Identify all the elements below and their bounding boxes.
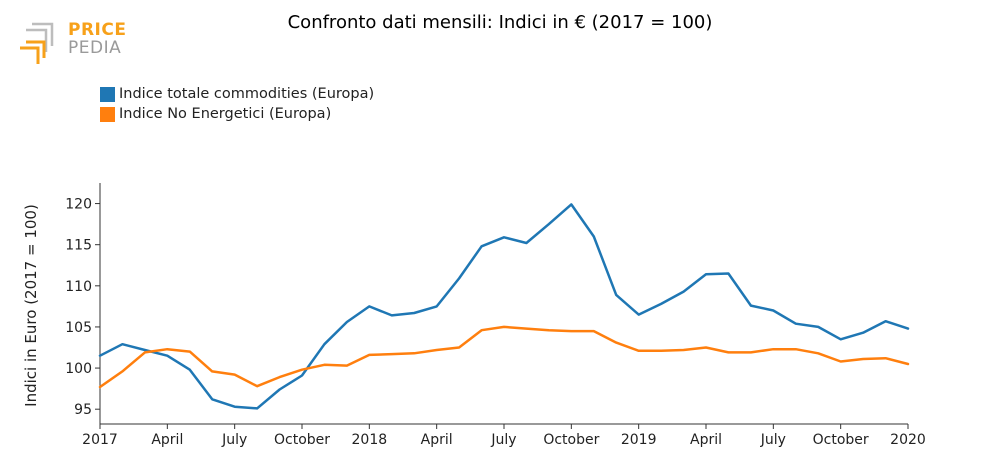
x-tick-label: July — [221, 432, 247, 448]
logo-mark-icon — [20, 22, 54, 64]
legend-item-non-energy[interactable]: Indice No Energetici (Europa) — [100, 104, 374, 124]
x-tick-label: April — [690, 432, 722, 448]
y-tick-label: 100 — [65, 361, 92, 377]
y-tick-label: 120 — [65, 197, 92, 213]
pricepedia-logo: PRICE PEDIA — [18, 18, 128, 68]
legend-label-non-energy: Indice No Energetici (Europa) — [119, 106, 332, 122]
x-axis: 2017 April July October 2018 April July October… — [82, 423, 926, 448]
x-tick-label: October — [274, 432, 330, 448]
x-tick-label: 2020 — [890, 432, 926, 448]
series-line-total-commodities[interactable] — [98, 203, 910, 410]
x-tick-label: October — [543, 432, 599, 448]
legend-swatch-non-energy — [100, 106, 115, 122]
y-tick-label: 105 — [65, 320, 92, 336]
legend: Indice totale commodities (Europa) Indic… — [100, 84, 374, 124]
series-lines — [98, 203, 910, 410]
x-tick-label: October — [813, 432, 869, 448]
legend-label-total: Indice totale commodities (Europa) — [119, 86, 375, 102]
x-tick-label: July — [490, 432, 516, 448]
x-tick-label: April — [151, 432, 183, 448]
logo-word-pedia: PEDIA — [68, 38, 122, 58]
y-axis: 95 100 105 110 115 120 — [65, 183, 101, 424]
legend-item-total[interactable]: Indice totale commodities (Europa) — [100, 84, 374, 104]
x-tick-label: 2017 — [82, 432, 118, 448]
x-tick-label: 2018 — [352, 432, 388, 448]
series-line-non-energy[interactable] — [98, 325, 910, 389]
x-tick-label: 2019 — [621, 432, 657, 448]
y-tick-label: 115 — [65, 238, 92, 254]
y-tick-label: 95 — [74, 402, 92, 418]
y-axis-label: Indici in Euro (2017 = 100) — [22, 204, 40, 407]
logo-word-price: PRICE — [68, 20, 127, 40]
x-tick-label: April — [421, 432, 453, 448]
chart-title: Confronto dati mensili: Indici in € (201… — [287, 12, 713, 33]
x-tick-label: July — [760, 432, 786, 448]
y-tick-label: 110 — [65, 279, 92, 295]
legend-swatch-total — [100, 86, 115, 102]
